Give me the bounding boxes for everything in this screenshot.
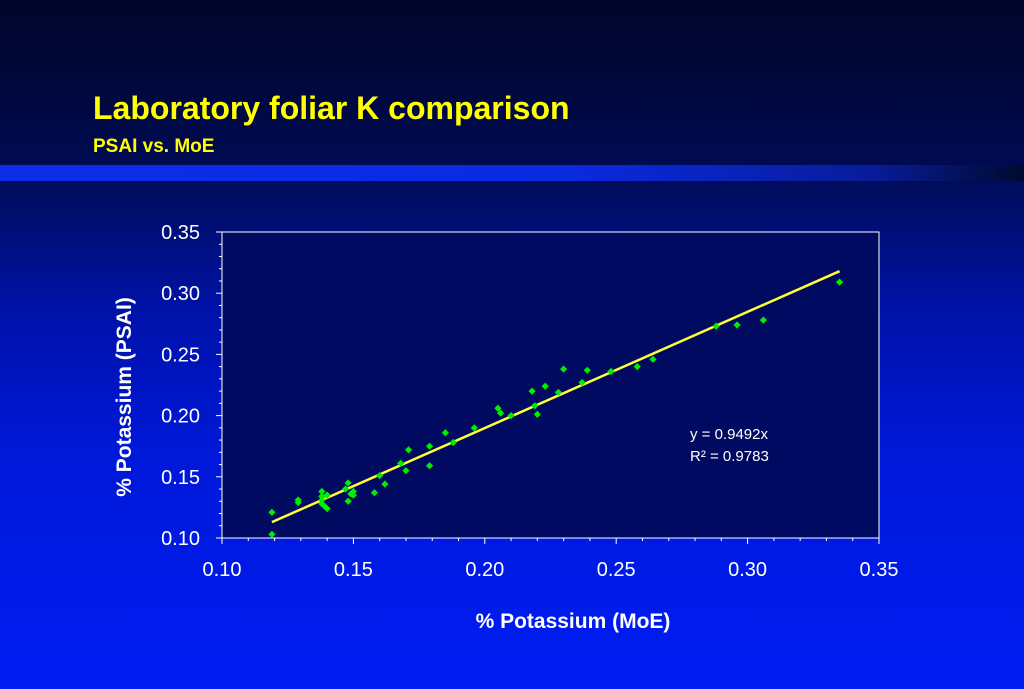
data-point bbox=[402, 467, 410, 475]
y-tick-label: 0.30 bbox=[161, 283, 200, 305]
trendline bbox=[271, 270, 841, 524]
x-tick-label: 0.35 bbox=[860, 559, 899, 581]
data-point bbox=[507, 412, 515, 420]
plot-area bbox=[221, 231, 880, 539]
y-tick-label: 0.35 bbox=[161, 222, 200, 244]
data-point bbox=[449, 438, 457, 447]
y-axis-title: % Potassium (PSAI) bbox=[113, 297, 136, 497]
slide-title: Laboratory foliar K comparison bbox=[93, 90, 570, 126]
data-point bbox=[344, 479, 352, 487]
x-tick-label: 0.25 bbox=[597, 559, 636, 581]
x-tick-labels: 0.10 0.15 0.20 0.25 0.30 0.35 bbox=[203, 559, 899, 581]
data-point bbox=[426, 442, 434, 450]
data-point bbox=[759, 316, 767, 324]
trendline-r-squared: R² = 0.9783 bbox=[690, 448, 769, 465]
data-point bbox=[318, 500, 326, 508]
data-points bbox=[268, 278, 844, 538]
y-tick-label: 0.25 bbox=[161, 344, 200, 366]
data-point bbox=[712, 322, 720, 330]
data-point bbox=[341, 485, 350, 493]
data-point bbox=[347, 490, 355, 498]
data-point bbox=[294, 498, 302, 507]
data-point bbox=[268, 508, 276, 516]
data-point bbox=[649, 355, 657, 363]
data-point bbox=[541, 382, 549, 390]
data-point bbox=[349, 487, 357, 496]
data-point bbox=[323, 505, 331, 513]
data-point bbox=[633, 363, 641, 371]
x-tick-label: 0.15 bbox=[334, 559, 373, 581]
x-tick-label: 0.30 bbox=[728, 559, 767, 581]
data-point bbox=[344, 497, 352, 505]
data-point bbox=[404, 446, 413, 454]
data-point bbox=[496, 409, 505, 417]
x-axis-title: % Potassium (MoE) bbox=[476, 610, 671, 633]
data-point bbox=[323, 491, 331, 499]
data-point bbox=[607, 367, 615, 376]
data-point bbox=[349, 491, 357, 499]
data-point bbox=[370, 489, 379, 497]
tick-marks bbox=[216, 231, 880, 544]
data-point bbox=[426, 462, 434, 470]
data-point bbox=[560, 365, 568, 373]
data-point bbox=[268, 530, 276, 538]
y-tick-labels: 0.10 0.15 0.20 0.25 0.30 0.35 bbox=[161, 222, 200, 550]
data-point bbox=[381, 480, 389, 488]
data-point bbox=[376, 471, 384, 480]
data-point bbox=[733, 321, 741, 329]
header-stripe bbox=[0, 165, 1024, 181]
data-point bbox=[583, 366, 591, 374]
data-point bbox=[318, 492, 326, 500]
data-point bbox=[470, 424, 478, 432]
data-point bbox=[318, 496, 326, 504]
trendline-equation: y = 0.9492x bbox=[690, 426, 768, 443]
data-point bbox=[441, 429, 449, 437]
data-point bbox=[533, 410, 541, 418]
x-tick-label: 0.10 bbox=[203, 559, 242, 581]
data-point bbox=[835, 278, 844, 286]
y-tick-label: 0.15 bbox=[161, 467, 200, 489]
data-point bbox=[397, 459, 405, 467]
slide-subtitle: PSAI vs. MoE bbox=[93, 136, 215, 157]
data-point bbox=[554, 388, 562, 396]
y-tick-label: 0.10 bbox=[161, 528, 200, 550]
y-tick-label: 0.20 bbox=[161, 406, 200, 428]
data-point bbox=[531, 402, 539, 410]
data-point bbox=[494, 404, 502, 412]
x-tick-label: 0.20 bbox=[465, 559, 504, 581]
header-band bbox=[0, 0, 1024, 165]
data-point bbox=[578, 378, 586, 387]
data-point bbox=[528, 387, 536, 395]
data-point bbox=[318, 487, 326, 496]
